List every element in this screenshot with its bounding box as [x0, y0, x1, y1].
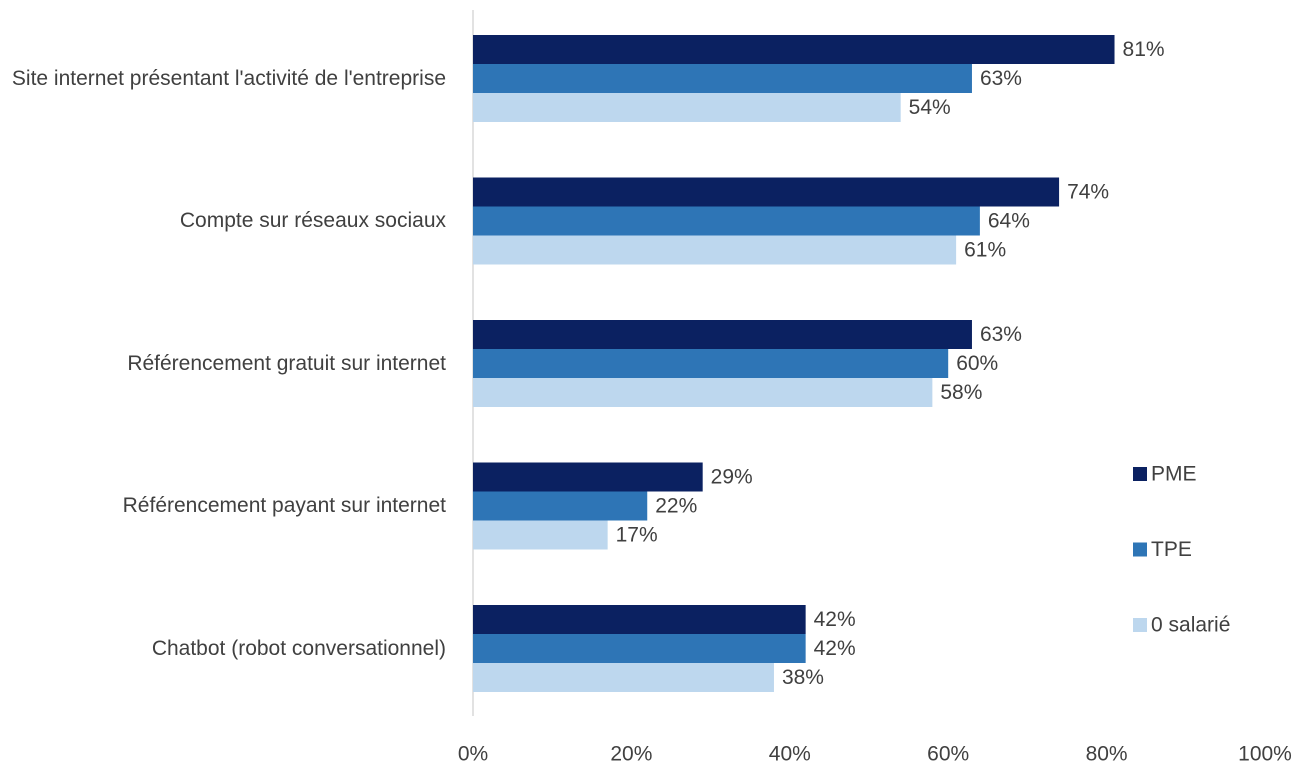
x-tick-label: 0% — [458, 743, 488, 766]
bar — [473, 206, 980, 236]
legend-label: PME — [1151, 463, 1197, 486]
bar — [473, 349, 949, 378]
category-label: Référencement payant sur internet — [122, 494, 446, 517]
bar — [473, 462, 703, 492]
value-label: 63% — [980, 323, 1022, 346]
bar — [473, 663, 774, 692]
bar — [473, 605, 806, 634]
bar — [473, 177, 1060, 207]
category-label: Chatbot (robot conversationnel) — [151, 636, 446, 660]
value-label: 42% — [814, 608, 856, 631]
value-label: 63% — [980, 67, 1022, 90]
x-tick-label: 60% — [927, 743, 969, 766]
bar — [473, 378, 933, 407]
value-label: 58% — [940, 381, 982, 404]
value-label: 17% — [616, 524, 658, 547]
legend-swatch — [1133, 467, 1147, 481]
bar — [473, 320, 972, 349]
value-label: 54% — [909, 96, 951, 119]
x-tick-label: 20% — [610, 743, 652, 766]
legend-label: 0 salarié — [1151, 614, 1230, 637]
bar — [473, 634, 806, 663]
category-label: Référencement gratuit sur internet — [127, 351, 446, 375]
category-label: Site internet présentant l'activité de l… — [11, 66, 446, 90]
legend-label: TPE — [1151, 538, 1192, 561]
category-label: Compte sur réseaux sociaux — [179, 209, 446, 232]
bar — [473, 491, 648, 521]
bar — [473, 64, 972, 93]
legend-swatch — [1133, 618, 1147, 632]
bar — [473, 35, 1115, 64]
x-tick-label: 100% — [1238, 743, 1292, 766]
value-label: 22% — [655, 495, 697, 518]
value-label: 29% — [711, 466, 753, 489]
value-label: 74% — [1067, 181, 1109, 204]
value-label: 38% — [782, 666, 824, 689]
x-tick-label: 40% — [769, 743, 811, 766]
bar — [473, 235, 957, 265]
value-label: 60% — [956, 352, 998, 375]
value-label: 61% — [964, 239, 1006, 262]
value-label: 81% — [1123, 38, 1165, 61]
legend-swatch — [1133, 542, 1147, 557]
x-tick-label: 80% — [1086, 743, 1128, 766]
value-label: 42% — [814, 637, 856, 660]
bar — [473, 93, 901, 122]
bar — [473, 520, 608, 550]
value-label: 64% — [988, 210, 1030, 233]
